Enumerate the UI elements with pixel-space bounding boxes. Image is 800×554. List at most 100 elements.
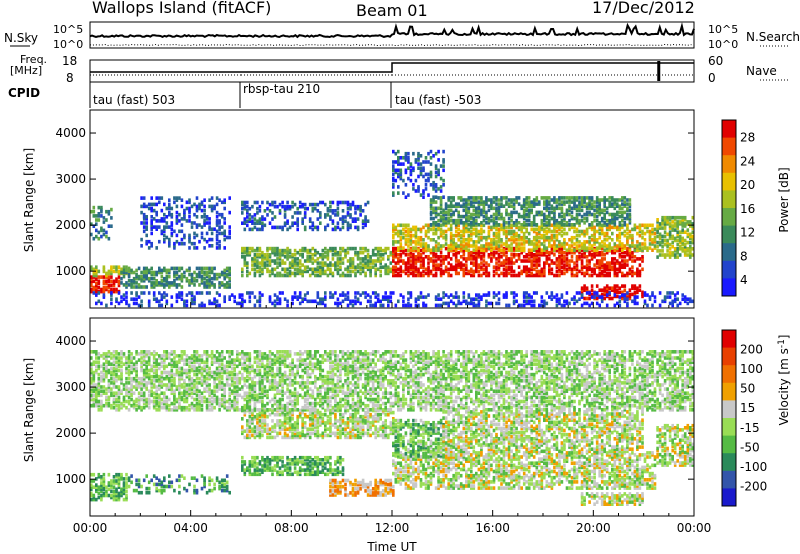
cell-r8 [490, 238, 493, 242]
cell-r13 [140, 299, 143, 304]
cell-r8 [399, 242, 403, 246]
cell-r9 [578, 221, 581, 225]
cell-r1 [97, 269, 101, 274]
cell-r8 [648, 235, 652, 240]
cell-r8 [432, 231, 435, 236]
cell-r8 [548, 240, 551, 244]
cell-r6 [366, 265, 370, 269]
cell-r10 [636, 290, 639, 295]
cell-r2 [329, 466, 332, 470]
cell-r8 [623, 244, 627, 248]
cell-r7 [548, 253, 551, 257]
cell-r13 [515, 293, 518, 297]
cell-r13 [190, 291, 194, 295]
cell-r13 [522, 291, 526, 295]
cell-r6 [291, 263, 294, 267]
cell-r7 [470, 253, 473, 257]
cell-r9 [470, 212, 473, 217]
cell-r1 [122, 265, 126, 269]
cell-r7 [510, 267, 513, 272]
cell-r5 [319, 213, 322, 217]
cell-r13 [540, 295, 544, 299]
cell-r7 [434, 265, 438, 269]
cell-r0 [107, 275, 111, 279]
cell-r8 [643, 242, 647, 246]
cell-r13 [643, 301, 647, 306]
cell-r10 [628, 288, 632, 292]
cell-r8 [472, 244, 476, 248]
cell-r2 [241, 466, 244, 470]
cell-r1 [137, 482, 141, 487]
cell-r9 [575, 218, 579, 223]
cell-r8 [497, 229, 501, 234]
cell-r8 [631, 240, 634, 244]
cell-r6 [311, 261, 315, 265]
cell-r11 [656, 226, 659, 230]
cell-r9 [553, 200, 556, 204]
cell-r3 [97, 212, 101, 216]
cell-r9 [621, 206, 624, 211]
cell-r7 [583, 255, 586, 259]
cell-r7 [532, 255, 536, 259]
cell-r7 [432, 261, 435, 265]
cell-r6 [293, 253, 297, 257]
cell-r8 [568, 244, 571, 248]
cell-r13 [339, 301, 342, 306]
cell-r2 [163, 276, 166, 281]
cell-r4 [140, 221, 143, 225]
cell-r7 [442, 261, 445, 265]
cell-r2 [205, 272, 209, 277]
cell-r7 [422, 259, 425, 263]
cell-r11 [683, 247, 687, 251]
cell-r9 [565, 221, 569, 225]
cell-r2 [266, 458, 269, 462]
cell-r1 [120, 267, 123, 272]
cell-r0 [125, 472, 128, 477]
cell-r7 [611, 259, 614, 263]
cell-r7 [487, 255, 491, 259]
cell-r11 [658, 236, 662, 241]
cell-r8 [424, 233, 428, 238]
cell-r1 [223, 482, 226, 487]
cell-r7 [500, 255, 503, 259]
cell-r11 [681, 240, 684, 245]
cell-r2 [314, 472, 317, 477]
cell-r7 [633, 271, 637, 276]
cell-r8 [480, 227, 483, 232]
cell-r10 [638, 288, 642, 292]
cell-r7 [459, 255, 463, 259]
cell-r13 [676, 297, 679, 301]
cell-r7 [457, 259, 460, 263]
cell-r5 [248, 227, 252, 232]
cell-r9 [527, 204, 531, 208]
cell-r7 [626, 250, 629, 255]
cell-r6 [384, 267, 387, 272]
cell-r13 [316, 301, 320, 306]
cell-r5 [314, 225, 317, 230]
cell-r13 [497, 297, 501, 301]
cell-r11 [681, 228, 684, 232]
cell-r8 [495, 240, 498, 244]
cell-r3 [329, 484, 332, 489]
cell-r7 [467, 257, 471, 261]
cell-r12 [394, 170, 398, 175]
cell-r6 [246, 273, 249, 278]
cell-r9 [550, 216, 554, 221]
cell-r13 [193, 301, 196, 306]
cell-r8 [417, 240, 420, 244]
cell-r4 [145, 241, 148, 246]
cell-r2 [308, 470, 312, 474]
cell-r9 [470, 216, 473, 221]
cell-r7 [442, 255, 445, 259]
cell-r8 [429, 227, 433, 232]
cell-r13 [120, 299, 123, 304]
cell-r7 [580, 267, 584, 272]
cell-r9 [573, 206, 576, 211]
cell-r4 [155, 246, 158, 250]
cell-r2 [140, 274, 143, 279]
cell-r3 [102, 232, 106, 237]
cell-r13 [545, 291, 549, 295]
cell-r4 [185, 200, 189, 205]
cell-r13 [303, 293, 307, 297]
cell-r7 [422, 250, 425, 255]
